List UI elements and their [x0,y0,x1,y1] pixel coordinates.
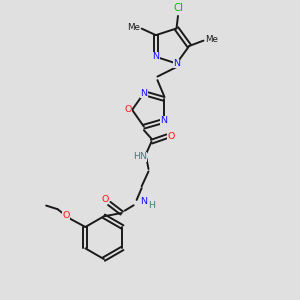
Text: O: O [168,132,175,141]
Text: Me: Me [206,34,218,43]
Text: N: N [160,116,168,125]
Text: N: N [152,52,159,61]
Text: N: N [141,197,148,206]
Text: H: H [148,201,156,210]
Text: N: N [140,88,147,98]
Text: O: O [62,211,70,220]
Text: O: O [124,105,132,114]
Text: O: O [101,194,109,203]
Text: Me: Me [127,22,140,32]
Text: HN: HN [133,152,147,161]
Text: N: N [173,59,180,68]
Text: Cl: Cl [173,3,183,13]
